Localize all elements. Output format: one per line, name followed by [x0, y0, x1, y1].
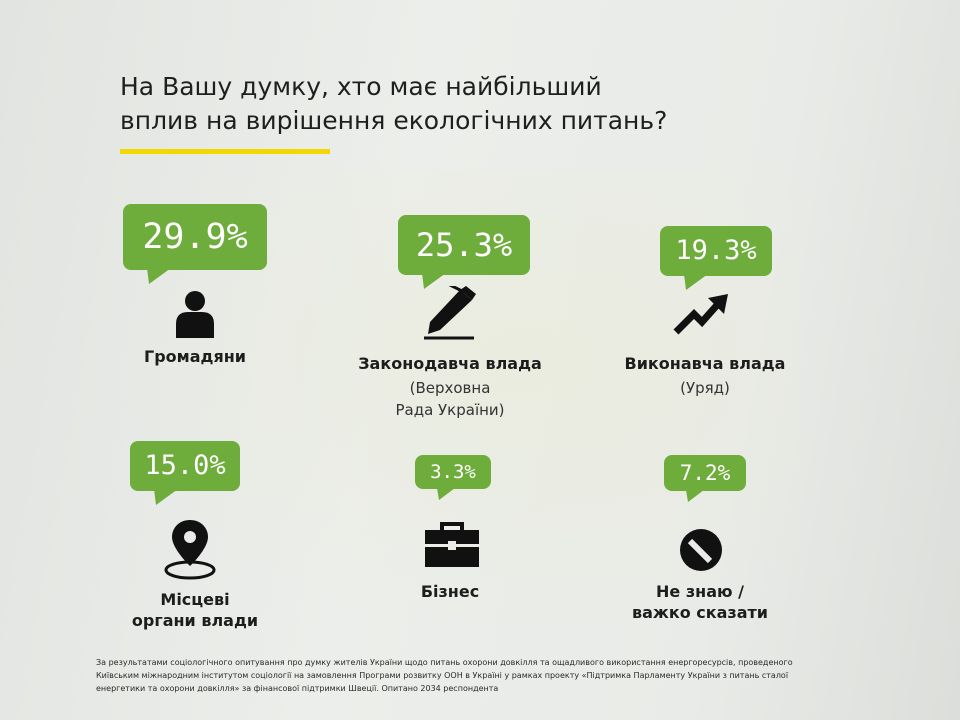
category-label: Бізнес [420, 582, 480, 601]
category-label: Виконавча влада [624, 354, 786, 373]
value-label: 3.3% [430, 461, 476, 483]
map-pin-icon [160, 518, 220, 582]
value-label: 7.2% [679, 461, 731, 485]
category-sublabel: (Верховна [409, 379, 491, 397]
category-label-line-2: органи влади [131, 611, 259, 630]
value-label: 25.3% [415, 226, 513, 264]
category-label-line-1: Не знаю / [656, 582, 744, 601]
pen-icon [420, 286, 478, 340]
value-bubble-executive: 19.3% [660, 226, 772, 290]
briefcase-icon [424, 520, 480, 568]
title-underline [120, 149, 330, 154]
value-label: 29.9% [142, 217, 248, 257]
category-label: Законодавча влада [358, 354, 542, 373]
value-bubble-dont-know: 7.2% [664, 455, 746, 502]
category-sublabel: (Уряд) [680, 379, 730, 397]
value-label: 15.0% [144, 450, 226, 481]
category-sublabel: Рада України) [395, 401, 505, 419]
category-label-line-2: важко сказати [632, 603, 768, 622]
no-entry-icon [678, 527, 724, 573]
value-bubble-business: 3.3% [415, 455, 491, 500]
category-label-line-1: Місцеві [160, 590, 230, 609]
category-label: Громадяни [144, 347, 246, 366]
value-bubble-citizens: 29.9% [123, 204, 267, 284]
footnote: За результатами соціологічного опитуванн… [96, 658, 793, 693]
value-bubble-legislative: 25.3% [398, 215, 530, 289]
value-bubble-local: 15.0% [130, 441, 240, 505]
value-label: 19.3% [675, 235, 757, 266]
page-title: На Вашу думку, хто має найбільший вплив … [120, 70, 740, 138]
trend-arrow-icon [672, 292, 732, 338]
person-icon [174, 290, 216, 338]
title-line-2: вплив на вирішення екологічних питань? [120, 106, 668, 135]
title-line-1: На Вашу думку, хто має найбільший [120, 72, 602, 101]
